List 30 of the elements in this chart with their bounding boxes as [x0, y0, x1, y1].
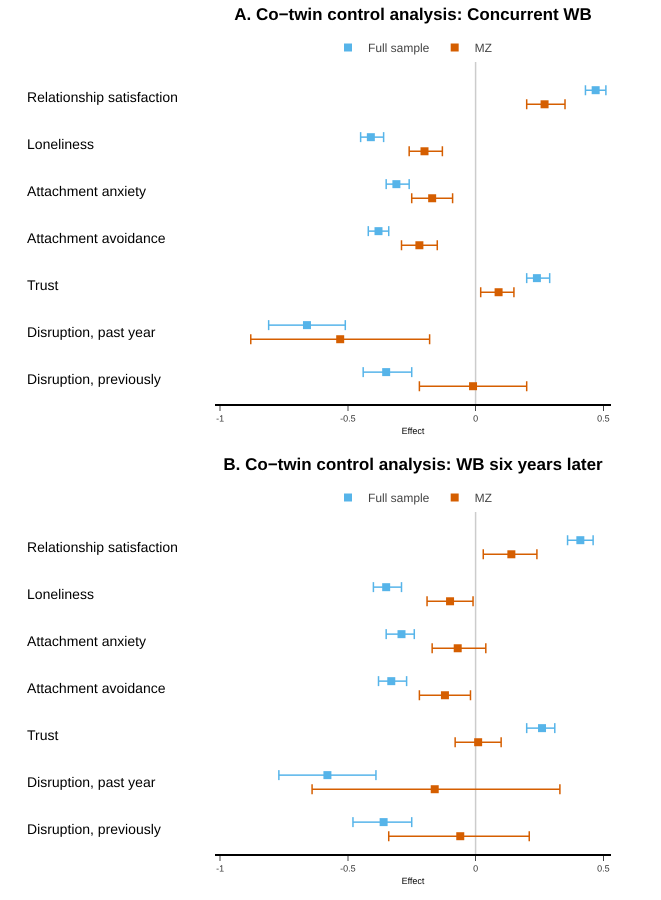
y-tick-label: Relationship satisfaction: [27, 539, 178, 555]
y-tick-label: Attachment avoidance: [27, 230, 166, 246]
y-tick-label: Disruption, previously: [27, 371, 161, 387]
y-tick-label: Trust: [27, 727, 58, 743]
y-tick-label: Attachment avoidance: [27, 680, 166, 696]
x-tick-label: -1: [216, 414, 224, 424]
y-tick-label: Disruption, previously: [27, 821, 161, 837]
x-tick-label: 0.5: [597, 414, 610, 424]
chart-title: A. Co−twin control analysis: Concurrent WB: [234, 4, 592, 24]
x-tick-label: 0: [473, 414, 478, 424]
x-tick-label: -0.5: [340, 864, 356, 874]
chart-title: B. Co−twin control analysis: WB six years later: [223, 454, 604, 474]
y-tick-label: Disruption, past year: [27, 324, 156, 340]
x-tick-label: -0.5: [340, 414, 356, 424]
legend-label: Full sample: [368, 491, 430, 506]
x-tick-label: 0: [473, 864, 478, 874]
x-tick-label: 0.5: [597, 864, 610, 874]
y-tick-label: Relationship satisfaction: [27, 89, 178, 105]
x-axis-title: Effect: [402, 876, 425, 886]
legend-label: MZ: [474, 491, 492, 506]
y-tick-label: Disruption, past year: [27, 774, 156, 790]
y-tick-label: Attachment anxiety: [27, 183, 146, 199]
y-tick-label: Trust: [27, 277, 58, 293]
y-tick-label: Attachment anxiety: [27, 633, 146, 649]
x-axis-title: Effect: [402, 426, 425, 436]
legend-label: Full sample: [368, 41, 430, 56]
y-tick-label: Loneliness: [27, 586, 94, 602]
legend-label: MZ: [474, 41, 492, 56]
x-tick-label: -1: [216, 864, 224, 874]
y-tick-label: Loneliness: [27, 136, 94, 152]
